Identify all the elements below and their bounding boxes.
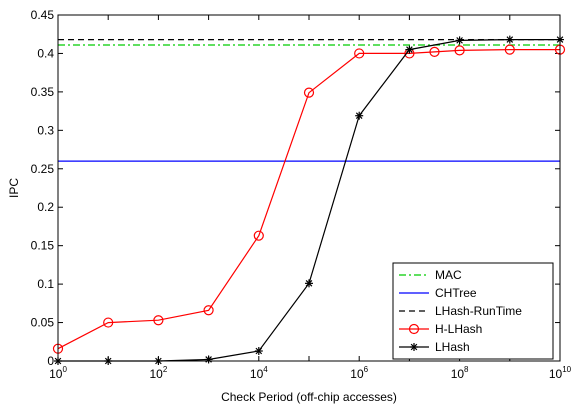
data-point: [455, 36, 464, 45]
y-tick-label: 0.2: [37, 200, 54, 214]
legend-label: LHash: [435, 340, 470, 354]
x-tick-exponent: 10: [562, 365, 571, 374]
x-tick-base: 10: [350, 367, 364, 381]
y-tick-label: 0: [47, 354, 54, 368]
y-axis-label: IPC: [7, 178, 21, 198]
series-line-h-lhash: [57, 48, 560, 350]
x-tick-base: 10: [149, 367, 163, 381]
x-tick-exponent: 0: [62, 365, 67, 374]
data-point: [153, 315, 164, 326]
legend: MAC CHTree LHash-RunTime H-LHash LHash: [392, 262, 554, 360]
x-tick-base: 10: [451, 367, 465, 381]
x-tick-exponent: 2: [163, 365, 168, 374]
data-point: [429, 46, 440, 58]
x-tick-label: 100: [49, 365, 67, 381]
data-point: [254, 347, 263, 356]
data-point: [303, 87, 315, 98]
plot-frame: [57, 14, 561, 362]
x-tick-base: 10: [49, 367, 63, 381]
legend-label: CHTree: [435, 286, 477, 300]
x-tick-label: 104: [250, 365, 268, 381]
data-point: [355, 111, 364, 120]
data-point: [305, 279, 313, 288]
data-point: [354, 48, 365, 59]
legend-box: [392, 262, 554, 360]
x-tick-label: 102: [149, 365, 167, 381]
y-tick-label: 0.1: [37, 277, 54, 291]
x-tick-exponent: 6: [364, 365, 369, 374]
x-tick-label: 108: [451, 365, 469, 381]
data-point: [103, 317, 114, 328]
x-tick-base: 10: [250, 367, 264, 381]
data-point: [253, 230, 264, 241]
data-point: [454, 45, 465, 56]
x-tick-label: 106: [350, 365, 368, 381]
y-tick-label: 0.25: [31, 162, 55, 176]
x-tick-label: 1010: [549, 365, 572, 381]
legend-marker: [410, 343, 418, 351]
data-point: [505, 35, 514, 44]
data-point: [204, 355, 213, 364]
x-tick-base: 10: [549, 367, 563, 381]
x-axis-label: Check Period (off-chip accesses): [221, 390, 397, 404]
x-tick-exponent: 8: [464, 365, 469, 374]
legend-label: H-LHash: [435, 322, 482, 336]
x-tick-exponent: 4: [263, 365, 268, 374]
y-tick-label: 0.35: [31, 85, 55, 99]
legend-label: LHash-RunTime: [435, 304, 522, 318]
y-tick-label: 0.4: [37, 46, 54, 60]
data-point: [203, 305, 214, 316]
legend-marker: [408, 323, 420, 335]
y-tick-label: 0.05: [31, 316, 55, 330]
y-tick-label: 0.3: [37, 123, 54, 137]
y-tick-label: 0.15: [31, 239, 55, 253]
data-point: [504, 44, 515, 55]
y-tick-label: 0.45: [31, 8, 55, 22]
legend-label: MAC: [435, 268, 462, 282]
data-point: [405, 45, 414, 54]
